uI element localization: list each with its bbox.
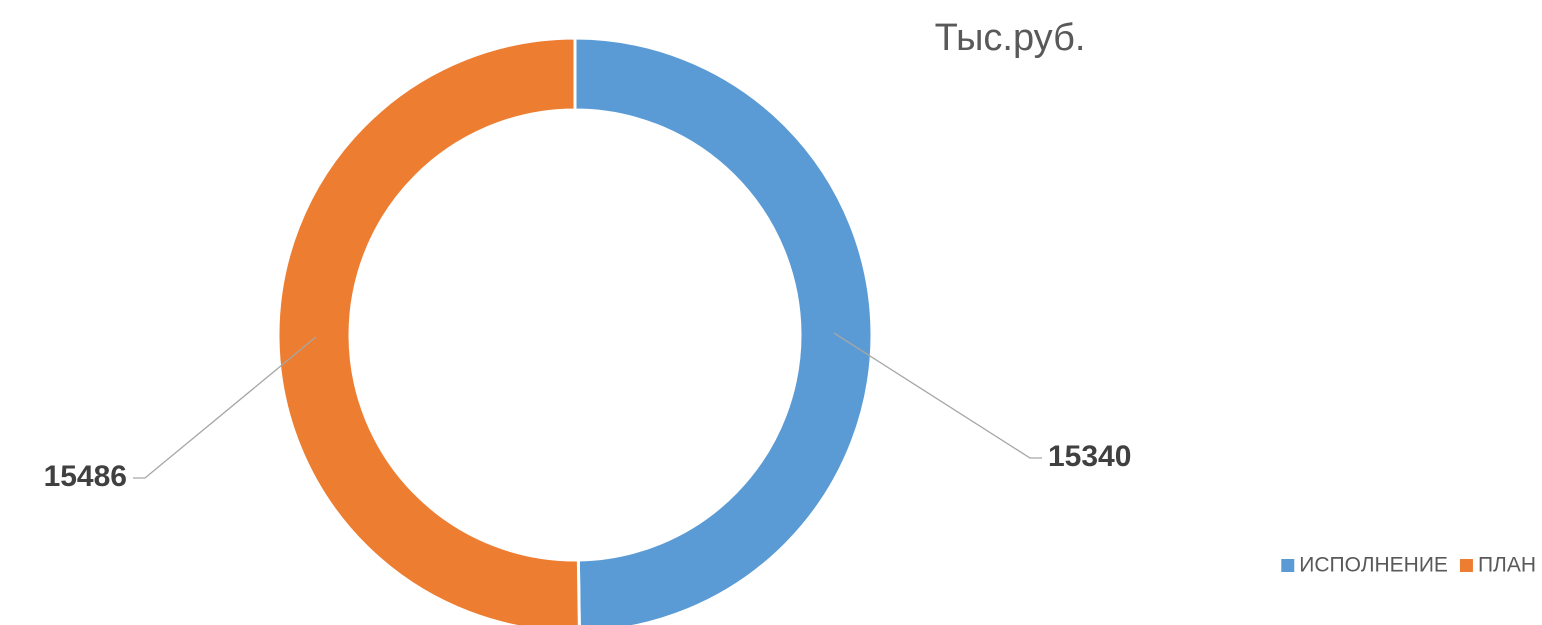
leader-line [833,332,1042,459]
data-label: 15340 [1048,440,1131,473]
donut-segment [276,36,581,625]
chart-title: Тыс.руб. [935,17,1086,59]
data-label: 15486 [44,460,127,493]
legend-swatch [1459,559,1473,572]
legend-label: ИСПОЛНЕНИЕ [1299,554,1448,577]
legend-label: ПЛАН [1478,554,1536,577]
donut-segment [573,36,874,625]
leader-line [133,336,317,479]
legend-swatch [1281,559,1295,572]
